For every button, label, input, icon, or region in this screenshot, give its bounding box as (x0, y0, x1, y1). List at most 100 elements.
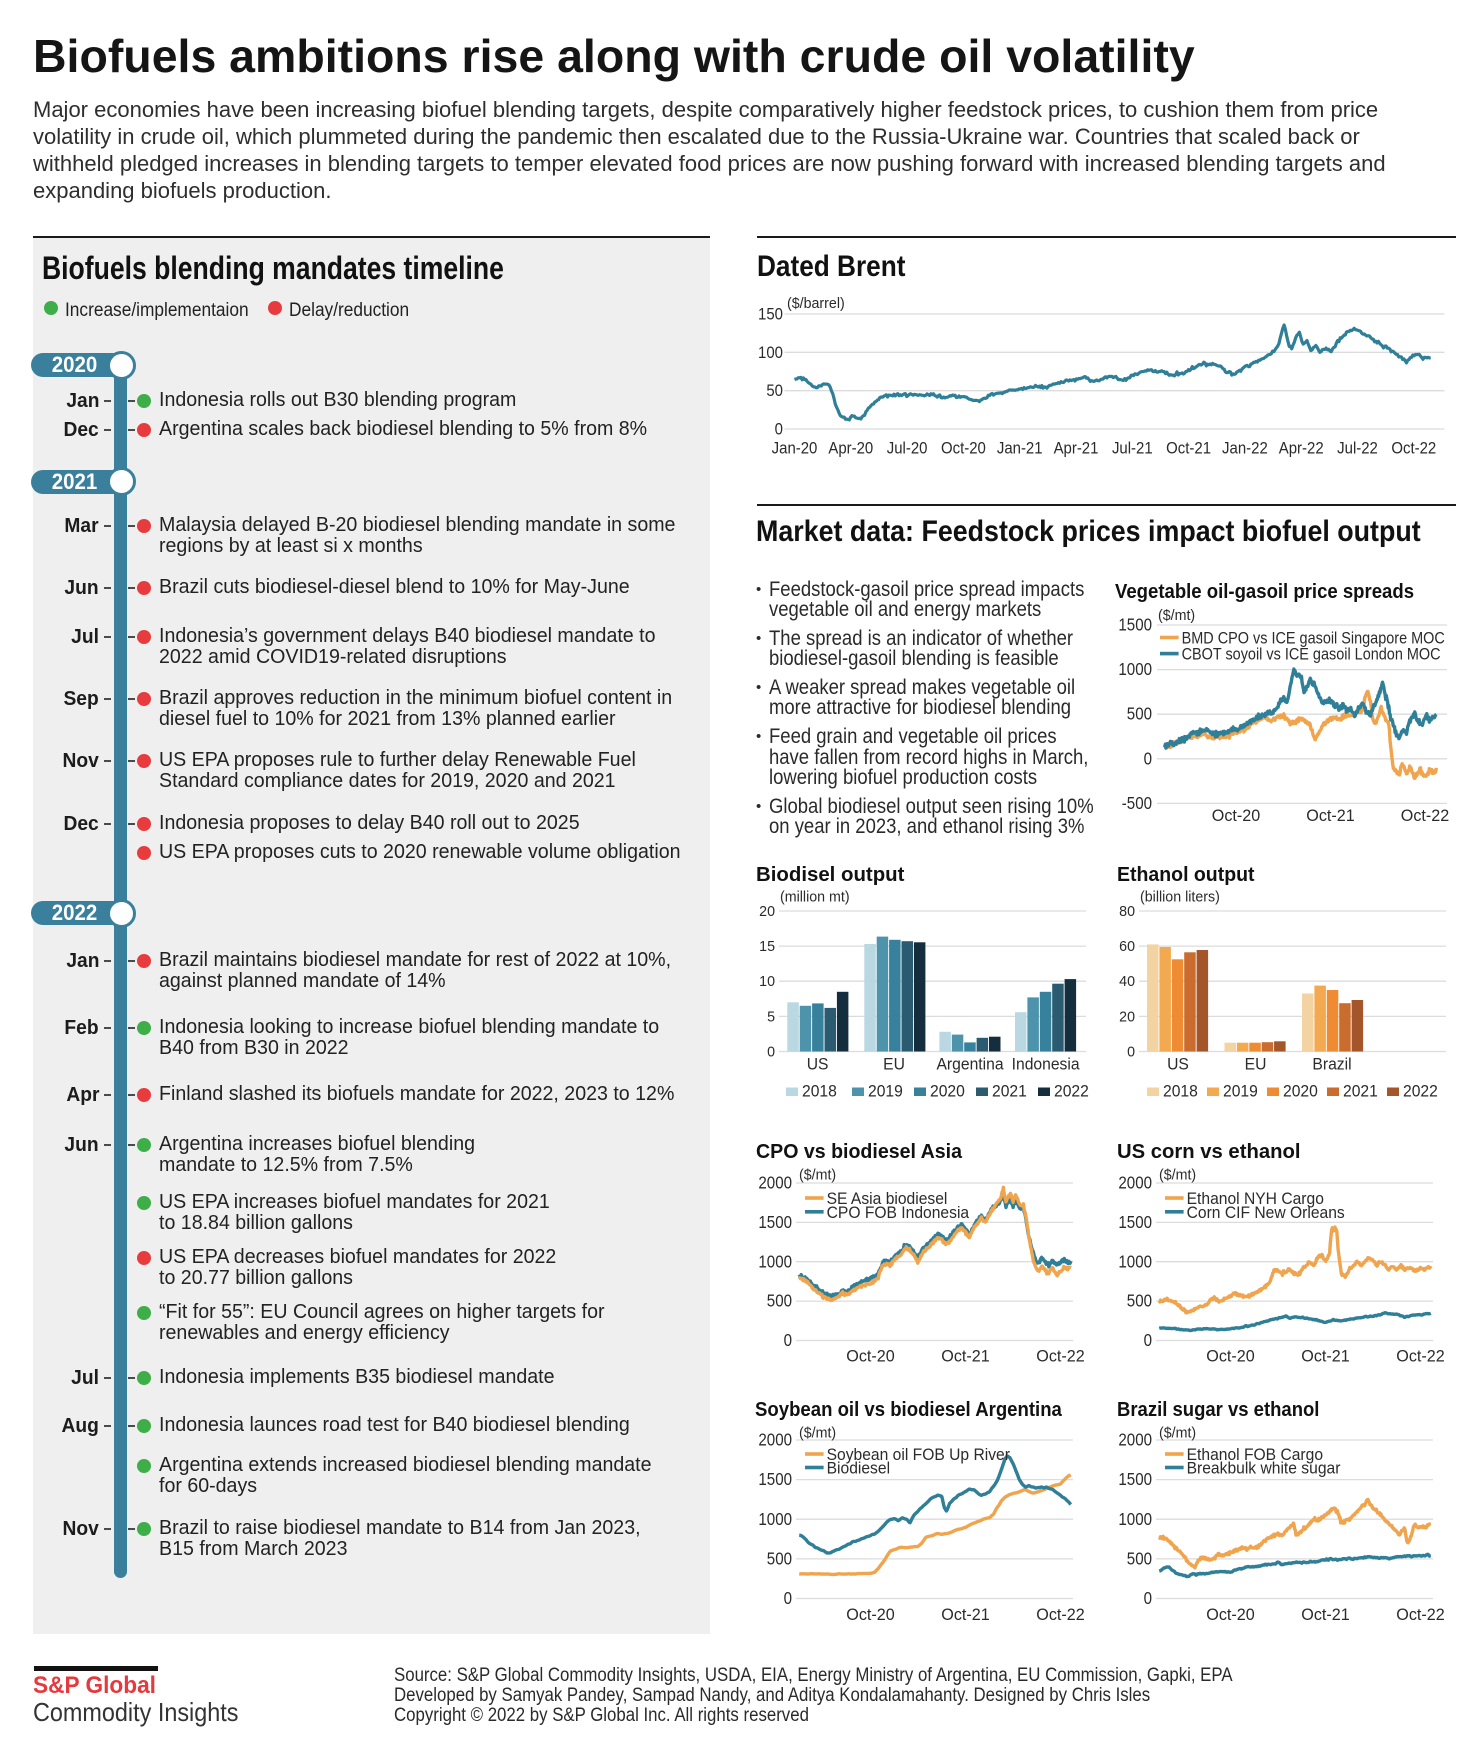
svg-text:Jan-21: Jan-21 (997, 440, 1043, 458)
svg-text:Jan-22: Jan-22 (1222, 440, 1268, 458)
svg-text:1000: 1000 (1118, 659, 1152, 680)
svg-text:Oct-21: Oct-21 (1306, 806, 1354, 825)
svg-text:20: 20 (759, 904, 775, 920)
svg-text:Oct-22: Oct-22 (1401, 806, 1449, 825)
svg-text:2018: 2018 (802, 1082, 837, 1100)
svg-text:EU: EU (1245, 1055, 1267, 1073)
svg-text:-500: -500 (1122, 793, 1152, 814)
svg-text:Oct-21: Oct-21 (1166, 440, 1211, 458)
svg-text:Apr-22: Apr-22 (1279, 440, 1324, 458)
svg-text:2022: 2022 (1054, 1082, 1089, 1100)
svg-text:Oct-22: Oct-22 (1396, 1605, 1444, 1624)
svg-text:2019: 2019 (1223, 1082, 1258, 1100)
svg-text:2000: 2000 (758, 1429, 792, 1450)
svg-text:2020: 2020 (930, 1082, 965, 1100)
svg-text:15: 15 (759, 939, 775, 955)
svg-text:($/mt): ($/mt) (1158, 608, 1195, 624)
svg-text:1000: 1000 (1118, 1509, 1152, 1530)
svg-text:0: 0 (775, 421, 783, 439)
svg-text:Jul-21: Jul-21 (1112, 440, 1153, 458)
svg-text:($/mt): ($/mt) (799, 1425, 836, 1441)
svg-text:Oct-22: Oct-22 (1396, 1346, 1444, 1365)
svg-text:SE Asia biodiesel: SE Asia biodiesel (827, 1189, 948, 1208)
svg-text:(million mt): (million mt) (780, 889, 850, 905)
svg-text:10: 10 (759, 974, 775, 990)
svg-text:Corn CIF New Orleans: Corn CIF New Orleans (1187, 1203, 1345, 1222)
svg-text:Oct-21: Oct-21 (1301, 1605, 1349, 1624)
svg-text:Oct-21: Oct-21 (941, 1346, 989, 1365)
svg-text:0: 0 (784, 1588, 792, 1609)
svg-text:1000: 1000 (758, 1509, 792, 1530)
svg-text:60: 60 (1119, 939, 1135, 955)
svg-text:0: 0 (1144, 1588, 1152, 1609)
svg-text:2000: 2000 (1118, 1172, 1152, 1193)
svg-text:Oct-21: Oct-21 (1301, 1346, 1349, 1365)
svg-text:5: 5 (767, 1009, 775, 1025)
svg-text:0: 0 (1127, 1044, 1135, 1060)
svg-text:2000: 2000 (758, 1172, 792, 1193)
svg-text:Breakbulk white sugar: Breakbulk white sugar (1187, 1459, 1341, 1478)
svg-text:Apr-21: Apr-21 (1054, 440, 1099, 458)
svg-text:2020: 2020 (1283, 1082, 1318, 1100)
svg-text:20: 20 (1119, 1009, 1135, 1025)
svg-text:500: 500 (767, 1290, 792, 1311)
svg-text:Oct-21: Oct-21 (941, 1605, 989, 1624)
svg-text:Oct-22: Oct-22 (1391, 440, 1436, 458)
svg-text:40: 40 (1119, 974, 1135, 990)
svg-text:0: 0 (1144, 1329, 1152, 1350)
svg-text:($/mt): ($/mt) (1159, 1425, 1196, 1441)
svg-text:($/mt): ($/mt) (1159, 1167, 1196, 1183)
svg-text:(billion liters): (billion liters) (1140, 889, 1220, 905)
svg-text:Brazil: Brazil (1312, 1055, 1351, 1073)
svg-text:0: 0 (784, 1329, 792, 1350)
svg-text:Jul-20: Jul-20 (887, 440, 928, 458)
svg-text:1500: 1500 (758, 1469, 792, 1490)
svg-text:1000: 1000 (758, 1251, 792, 1272)
svg-text:2018: 2018 (1163, 1082, 1198, 1100)
svg-text:1000: 1000 (1118, 1251, 1152, 1272)
svg-text:500: 500 (1127, 1290, 1152, 1311)
svg-text:Soybean oil FOB Up River: Soybean oil FOB Up River (827, 1445, 1011, 1464)
svg-text:Oct-20: Oct-20 (1206, 1346, 1254, 1365)
svg-text:1500: 1500 (1118, 614, 1152, 635)
svg-text:2000: 2000 (1118, 1429, 1152, 1450)
svg-text:Oct-20: Oct-20 (1206, 1605, 1254, 1624)
svg-text:80: 80 (1119, 904, 1135, 920)
svg-text:Biodiesel: Biodiesel (827, 1459, 890, 1478)
svg-text:CBOT soyoil vs ICE gasoil Lond: CBOT soyoil vs ICE gasoil London MOC (1182, 646, 1441, 664)
svg-text:0: 0 (767, 1044, 775, 1060)
svg-text:2022: 2022 (1403, 1082, 1438, 1100)
svg-text:Oct-20: Oct-20 (846, 1346, 894, 1365)
svg-text:2021: 2021 (1343, 1082, 1378, 1100)
svg-text:Indonesia: Indonesia (1012, 1055, 1080, 1073)
svg-text:500: 500 (1127, 1548, 1152, 1569)
svg-text:($/mt): ($/mt) (799, 1167, 836, 1183)
svg-text:1500: 1500 (758, 1211, 792, 1232)
svg-text:BMD CPO vs ICE gasoil Singapor: BMD CPO vs ICE gasoil Singapore MOC (1182, 629, 1445, 647)
svg-text:Ethanol NYH Cargo: Ethanol NYH Cargo (1187, 1189, 1324, 1208)
svg-text:US: US (807, 1055, 829, 1073)
svg-text:($/barrel): ($/barrel) (787, 296, 845, 312)
svg-text:0: 0 (1144, 748, 1152, 769)
svg-text:500: 500 (1127, 703, 1152, 724)
svg-text:Oct-20: Oct-20 (846, 1605, 894, 1624)
svg-text:150: 150 (758, 306, 783, 324)
svg-text:2021: 2021 (992, 1082, 1027, 1100)
svg-text:Oct-20: Oct-20 (1212, 806, 1260, 825)
svg-text:1500: 1500 (1118, 1211, 1152, 1232)
svg-text:EU: EU (883, 1055, 905, 1073)
svg-text:500: 500 (767, 1548, 792, 1569)
svg-text:Ethanol FOB Cargo: Ethanol FOB Cargo (1187, 1445, 1323, 1464)
svg-text:Apr-20: Apr-20 (828, 440, 873, 458)
svg-text:100: 100 (758, 344, 783, 362)
svg-text:US: US (1167, 1055, 1189, 1073)
svg-text:50: 50 (766, 382, 783, 400)
svg-text:1500: 1500 (1118, 1469, 1152, 1490)
svg-text:Oct-22: Oct-22 (1036, 1605, 1084, 1624)
svg-text:CPO FOB Indonesia: CPO FOB Indonesia (827, 1203, 970, 1222)
svg-text:Argentina: Argentina (936, 1055, 1003, 1073)
svg-text:Jul-22: Jul-22 (1337, 440, 1378, 458)
svg-text:Oct-22: Oct-22 (1036, 1346, 1084, 1365)
svg-text:Jan-20: Jan-20 (772, 440, 818, 458)
svg-text:Oct-20: Oct-20 (941, 440, 986, 458)
